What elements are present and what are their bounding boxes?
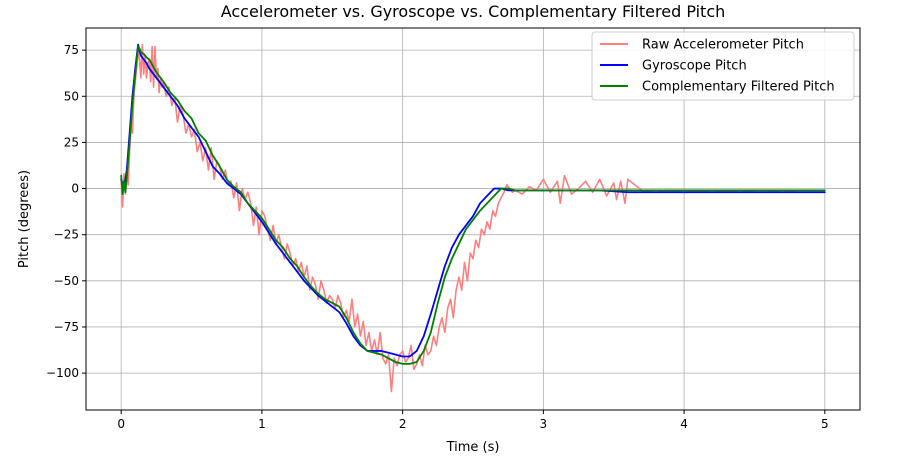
x-tick-label: 4 — [680, 417, 688, 431]
y-tick-label: −100 — [46, 366, 79, 380]
y-tick-label: 50 — [64, 89, 79, 103]
y-tick-label: 75 — [64, 43, 79, 57]
y-tick-label: −25 — [54, 228, 79, 242]
legend-box — [591, 31, 855, 101]
y-tick-label: −75 — [54, 320, 79, 334]
legend-label-complementary: Complementary Filtered Pitch — [642, 80, 835, 95]
y-tick-label: 0 — [71, 182, 79, 196]
plot-frame — [85, 27, 861, 411]
legend: Raw Accelerometer Pitch Gyroscope Pitch … — [591, 31, 855, 101]
x-tick-label: 3 — [540, 417, 548, 431]
axis-ticks: 0 1 2 3 4 5 −100 −75 −50 −25 0 25 50 75 — [46, 43, 829, 431]
legend-label-accelerometer: Raw Accelerometer Pitch — [642, 38, 804, 53]
y-tick-label: −50 — [54, 274, 79, 288]
chart-title: Accelerometer vs. Gyroscope vs. Compleme… — [221, 2, 726, 21]
legend-label-gyroscope: Gyroscope Pitch — [642, 59, 747, 74]
x-tick-label: 2 — [399, 417, 407, 431]
x-axis-label: Time (s) — [446, 440, 500, 455]
x-tick-label: 1 — [258, 417, 266, 431]
plot-series — [120, 43, 826, 393]
grid-lines — [86, 28, 860, 410]
y-tick-label: 25 — [64, 135, 79, 149]
x-tick-label: 5 — [821, 417, 829, 431]
complementary-pitch-line — [120, 45, 826, 365]
y-axis-label: Pitch (degrees) — [17, 170, 32, 268]
x-tick-label: 0 — [117, 417, 125, 431]
